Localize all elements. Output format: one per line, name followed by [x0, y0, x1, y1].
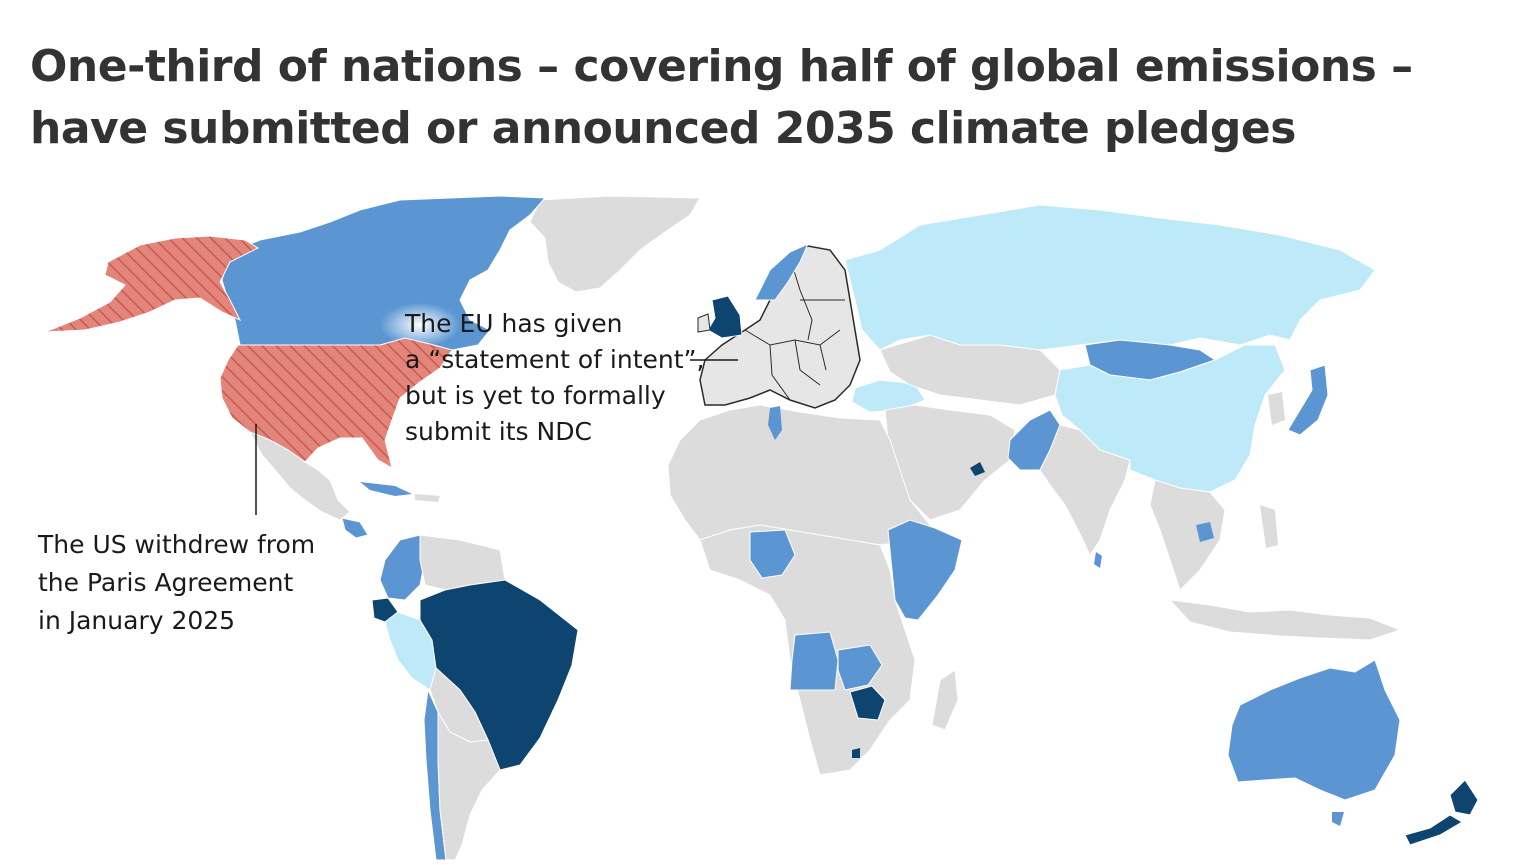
- madagascar: [931, 669, 959, 731]
- eu-annotation-line-1: The EU has given: [405, 309, 623, 338]
- ireland: [697, 313, 711, 333]
- united-kingdom: [707, 295, 743, 339]
- eu-annotation: The EU has given a “statement of intent”…: [405, 306, 704, 450]
- title-line-1: One-third of nations – covering half of …: [30, 41, 1413, 92]
- united-states: [219, 337, 453, 470]
- argentina: [437, 710, 501, 861]
- zimbabwe: [849, 685, 886, 721]
- cambodia: [1196, 522, 1214, 542]
- great-lakes: [380, 303, 460, 347]
- cuba: [360, 482, 412, 496]
- india: [1039, 424, 1131, 557]
- european-union: [699, 245, 861, 409]
- title-line-2: have submitted or announced 2035 climate…: [30, 103, 1296, 154]
- korea: [1268, 392, 1285, 425]
- ethiopia-somalia-kenya: [887, 519, 963, 621]
- us-annotation-line-2: the Paris Agreement: [38, 568, 294, 597]
- eu-annotation-line-4: submit its NDC: [405, 417, 592, 446]
- eu-borders: [744, 257, 845, 401]
- colombia-venezuela: [379, 534, 426, 601]
- us-annotation-line-1: The US withdrew from: [38, 530, 316, 559]
- caribbean: [415, 494, 440, 502]
- japan: [1287, 364, 1329, 436]
- alaska: [44, 235, 260, 333]
- nigeria: [749, 529, 796, 579]
- zambia: [837, 644, 883, 691]
- sri-lanka: [1094, 552, 1102, 568]
- russia: [844, 204, 1376, 351]
- angola: [789, 631, 839, 691]
- us-annotation: The US withdrew from the Paris Agreement…: [38, 526, 315, 640]
- new-zealand: [1404, 779, 1479, 846]
- eu-annotation-line-2: a “statement of intent”,: [405, 345, 705, 374]
- southeast-asia: [1149, 479, 1226, 591]
- australia: [1227, 659, 1401, 801]
- eu-annotation-line-3: but is yet to formally: [405, 381, 666, 410]
- brazil: [419, 579, 579, 771]
- central-america: [341, 517, 369, 539]
- chart-title: One-third of nations – covering half of …: [30, 36, 1480, 160]
- tasmania: [1332, 812, 1344, 826]
- philippines: [1260, 505, 1278, 548]
- lesotho: [852, 748, 860, 758]
- greenland: [529, 195, 701, 293]
- uae: [970, 462, 985, 476]
- norway: [754, 243, 809, 301]
- china: [1054, 344, 1286, 493]
- mexico: [248, 431, 351, 521]
- us-annotation-line-3: in January 2025: [38, 606, 236, 635]
- tunisia: [768, 406, 782, 440]
- indonesia: [1168, 599, 1402, 641]
